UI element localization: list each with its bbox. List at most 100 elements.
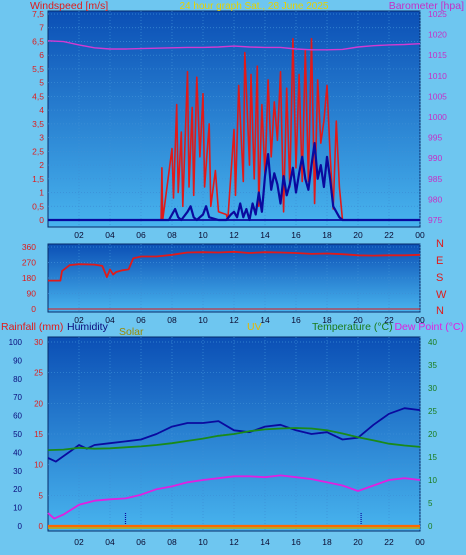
temperature-tick-labels: 0102030405060708090100051015202530051015… xyxy=(9,338,438,547)
humidity-tick-label: 40 xyxy=(13,448,22,457)
temperature-tick-label: 25 xyxy=(428,407,437,416)
windspeed-tick-label: 0 xyxy=(39,215,44,225)
compass-label: W xyxy=(436,289,447,301)
solar-axis-label: Solar xyxy=(119,326,144,338)
humidity-tick-label: 50 xyxy=(13,430,22,439)
rainfall-tick-label: 0 xyxy=(39,522,44,531)
windspeed-tick-label: 1,5 xyxy=(32,174,44,184)
x-tick-label: 22 xyxy=(384,230,394,240)
x-tick-label: 10 xyxy=(198,315,208,325)
humidity-tick-label: 30 xyxy=(13,467,22,476)
temperature-tick-label: 30 xyxy=(428,384,437,393)
x-tick-label: 06 xyxy=(136,230,146,240)
compass-label: N xyxy=(436,305,444,317)
humidity-tick-label: 20 xyxy=(13,485,22,494)
uv-axis-label: UV xyxy=(247,321,262,333)
series-line-gust xyxy=(48,37,420,221)
windspeed-tick-label: 2,5 xyxy=(32,146,44,156)
x-tick-label: 20 xyxy=(353,230,363,240)
humidity-tick-label: 70 xyxy=(13,393,22,402)
rainfall-tick-label: 30 xyxy=(34,338,43,347)
rainfall-tick-label: 15 xyxy=(34,430,43,439)
x-tick-label: 02 xyxy=(74,315,84,325)
barometer-tick-label: 1005 xyxy=(428,91,447,101)
barometer-tick-label: 1015 xyxy=(428,50,447,60)
x-tick-label: 18 xyxy=(322,315,332,325)
x-tick-label: 18 xyxy=(322,537,332,547)
x-tick-label: 02 xyxy=(74,537,84,547)
dewpoint-axis-label: Dew Point (°C) xyxy=(394,321,464,333)
humidity-tick-label: 60 xyxy=(13,412,22,421)
x-tick-label: 14 xyxy=(260,537,270,547)
x-tick-label: 12 xyxy=(229,537,239,547)
x-tick-label: 12 xyxy=(229,315,239,325)
windspeed-tick-label: 5,5 xyxy=(32,64,44,74)
humidity-tick-label: 10 xyxy=(13,504,22,513)
barometer-tick-label: 1020 xyxy=(428,30,447,40)
rainfall-tick-label: 25 xyxy=(34,369,43,378)
humidity-tick-label: 90 xyxy=(13,356,22,365)
x-tick-label: 04 xyxy=(105,537,115,547)
direction-tick-label: 90 xyxy=(27,289,37,299)
barometer-tick-label: 1010 xyxy=(428,71,447,81)
humidity-tick-label: 0 xyxy=(18,522,23,531)
series-line-dewpoint xyxy=(47,474,421,520)
direction-tick-label: 0 xyxy=(31,304,36,314)
x-tick-label: 00 xyxy=(415,537,425,547)
barometer-tick-label: 985 xyxy=(428,174,442,184)
windspeed-tick-label: 7,5 xyxy=(32,9,44,19)
barometer-tick-label: 990 xyxy=(428,153,442,163)
x-tick-label: 08 xyxy=(167,537,177,547)
series-line-temperature xyxy=(47,427,421,451)
x-tick-label: 02 xyxy=(74,230,84,240)
series-line-direction xyxy=(48,250,421,282)
compass-label: N xyxy=(436,238,444,250)
x-tick-label: 16 xyxy=(291,230,301,240)
humidity-tick-label: 80 xyxy=(13,375,22,384)
compass-label: E xyxy=(436,255,443,267)
wind-tick-labels: 0 0,5 1 1,5 2 2,5 3 3,5 4 4,5 5 5,5 6 6,5 7 7,5 975 980 98… xyxy=(32,9,447,240)
rainfall-tick-label: 20 xyxy=(34,399,43,408)
temperature-tick-label: 20 xyxy=(428,430,437,439)
windspeed-tick-label: 7 xyxy=(39,23,44,33)
direction-tick-label: 180 xyxy=(22,273,36,283)
x-tick-label: 08 xyxy=(167,230,177,240)
series-line-barometer xyxy=(47,40,421,51)
windspeed-tick-label: 3,5 xyxy=(32,119,44,129)
x-tick-label: 00 xyxy=(415,230,425,240)
x-tick-label: 12 xyxy=(229,230,239,240)
temperature-tick-label: 40 xyxy=(428,338,437,347)
windspeed-tick-label: 1 xyxy=(39,188,44,198)
windspeed-tick-label: 6,5 xyxy=(32,36,44,46)
x-tick-label: 20 xyxy=(353,537,363,547)
x-tick-label: 06 xyxy=(136,537,146,547)
direction-series xyxy=(48,250,421,310)
temperature-tick-label: 0 xyxy=(428,522,433,531)
temperature-series xyxy=(47,407,421,529)
x-tick-label: 00 xyxy=(415,315,425,325)
x-tick-label: 22 xyxy=(384,537,394,547)
windspeed-tick-label: 6 xyxy=(39,50,44,60)
rainfall-tick-label: 10 xyxy=(34,461,43,470)
humidity-tick-label: 100 xyxy=(9,338,23,347)
rainfall-tick-label: 5 xyxy=(39,491,44,500)
direction-tick-label: 270 xyxy=(22,258,36,268)
barometer-axis-label: Barometer [hpa] xyxy=(389,0,464,12)
windspeed-tick-label: 3 xyxy=(39,133,44,143)
x-tick-label: 06 xyxy=(136,315,146,325)
x-tick-label: 20 xyxy=(353,315,363,325)
temperature-tick-label: 15 xyxy=(428,453,437,462)
x-tick-label: 16 xyxy=(291,537,301,547)
series-line-humidity xyxy=(47,407,421,463)
barometer-tick-label: 995 xyxy=(428,133,442,143)
humidity-axis-label: Humidity xyxy=(67,321,109,333)
temperature-tick-label: 35 xyxy=(428,361,437,370)
x-tick-label: 08 xyxy=(167,315,177,325)
barometer-tick-label: 1000 xyxy=(428,112,447,122)
x-tick-label: 04 xyxy=(105,230,115,240)
temperature-tick-label: 5 xyxy=(428,499,433,508)
wind-series xyxy=(47,37,421,222)
x-tick-label: 22 xyxy=(384,315,394,325)
